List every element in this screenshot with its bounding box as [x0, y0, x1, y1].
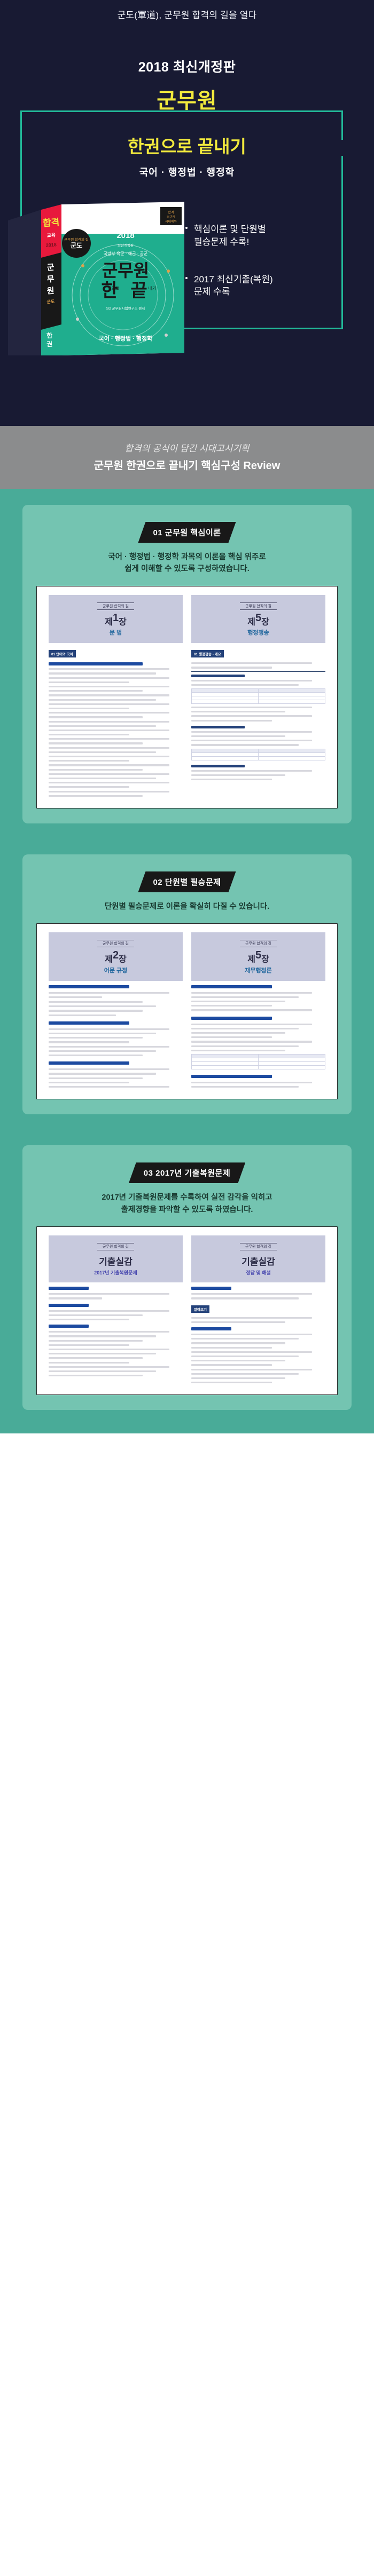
- svg-text:국어 · 행정법 · 행정학: 국어 · 행정법 · 행정학: [99, 335, 153, 342]
- svg-text:교육: 교육: [46, 232, 56, 238]
- svg-text:의 공식: 의 공식: [167, 215, 175, 219]
- svg-text:시대에듀: 시대에듀: [165, 219, 177, 224]
- svg-text:권: 권: [46, 340, 53, 348]
- svg-text:군: 군: [46, 263, 54, 273]
- svg-text:SD 군무원시험연구소 편저: SD 군무원시험연구소 편저: [106, 306, 145, 311]
- svg-text:한: 한: [46, 331, 53, 340]
- svg-text:합격: 합격: [42, 217, 60, 228]
- svg-text:권으로: 권으로: [107, 286, 119, 291]
- svg-text:국방부 육군 · 해군 · 공군: 국방부 육군 · 해군 · 공군: [104, 251, 148, 256]
- svg-text:최신개정판: 최신개정판: [118, 243, 134, 248]
- svg-text:합격: 합격: [168, 210, 174, 215]
- svg-text:2018: 2018: [116, 231, 134, 240]
- svg-text:원: 원: [46, 287, 54, 296]
- svg-text:군도: 군도: [46, 299, 55, 304]
- svg-text:군도: 군도: [71, 242, 82, 249]
- svg-text:무: 무: [46, 275, 54, 284]
- svg-text:군무원 합격의 길: 군무원 합격의 길: [64, 237, 88, 242]
- svg-text:내기: 내기: [149, 286, 157, 291]
- svg-text:끝: 끝: [130, 281, 147, 301]
- svg-text:한: 한: [101, 281, 118, 301]
- svg-text:군무원: 군무원: [102, 261, 149, 280]
- svg-text:2018: 2018: [45, 242, 57, 248]
